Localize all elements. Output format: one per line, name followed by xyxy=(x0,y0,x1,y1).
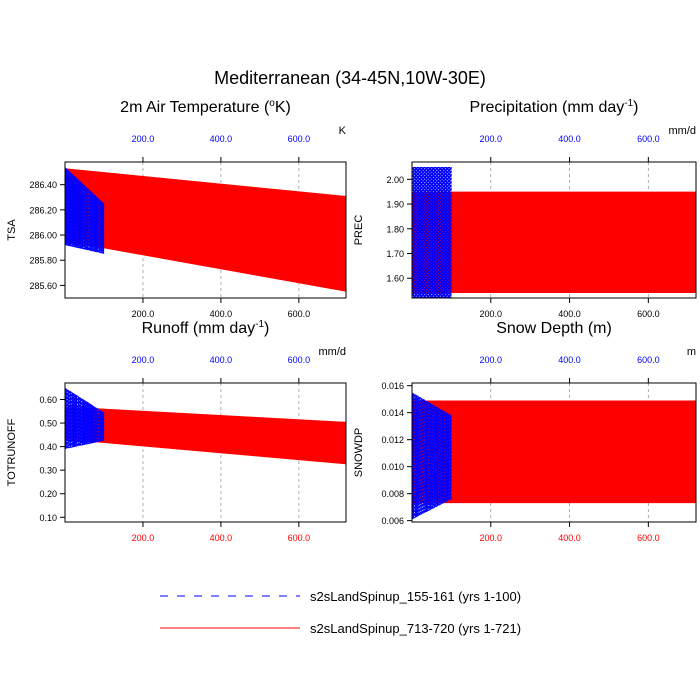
series-line-red xyxy=(412,400,696,504)
x-tick-label-bottom: 600.0 xyxy=(637,309,660,319)
panel-title-main: 2m Air Temperature ( xyxy=(120,99,270,116)
x-tick-label-bottom: 200.0 xyxy=(480,533,503,543)
series-group xyxy=(412,166,696,298)
series-line-blue xyxy=(65,167,105,254)
panel-title: Runoff (mm day-1) xyxy=(142,319,270,337)
units-label: mm/d xyxy=(319,346,347,358)
y-tick-label: 1.60 xyxy=(386,274,404,284)
panel-totrunoff: Runoff (mm day-1) mm/d TOTRUNOFF 0.10 0.20 0.… xyxy=(6,319,347,543)
x-tick-label-top: 400.0 xyxy=(558,134,581,144)
series-group xyxy=(412,392,696,520)
x-tick-label-top: 400.0 xyxy=(210,355,233,365)
y-tick-label: 0.016 xyxy=(381,381,404,391)
x-tick-label-bottom: 200.0 xyxy=(132,309,155,319)
units-label: m xyxy=(687,346,696,358)
y-tick-label: 2.00 xyxy=(386,175,404,185)
x-tick-label-top: 400.0 xyxy=(558,355,581,365)
x-tick-label-top: 200.0 xyxy=(480,134,503,144)
y-tick-label: 0.006 xyxy=(381,516,404,526)
x-tick-label-bottom: 400.0 xyxy=(558,309,581,319)
x-tick-label-bottom: 200.0 xyxy=(132,533,155,543)
x-tick-label-top: 200.0 xyxy=(132,355,155,365)
y-tick-label: 0.40 xyxy=(39,442,57,452)
x-tick-label-top: 400.0 xyxy=(210,134,233,144)
y-tick-label: 0.20 xyxy=(39,489,57,499)
panels-group: 2m Air Temperature (oK) K TSA 285.60 285.80 2… xyxy=(6,98,697,543)
panel-title-superscript: -1 xyxy=(255,319,264,330)
y-tick-label: 1.80 xyxy=(386,224,404,234)
x-tick-label-top: 600.0 xyxy=(288,134,311,144)
series-line-red xyxy=(65,406,346,465)
legend-label: s2sLandSpinup_155-161 (yrs 1-100) xyxy=(310,589,521,604)
x-tick-label-top: 600.0 xyxy=(637,355,660,365)
series-group xyxy=(65,167,346,292)
y-tick-label: 286.40 xyxy=(29,180,57,190)
y-tick-label: 0.010 xyxy=(381,462,404,472)
y-tick-label: 0.10 xyxy=(39,513,57,523)
units-label: mm/d xyxy=(669,125,697,137)
y-tick-label: 0.50 xyxy=(39,419,57,429)
panel-title: Snow Depth (m) xyxy=(496,320,612,337)
panel-title-superscript: -1 xyxy=(624,98,633,109)
figure-title: Mediterranean (34-45N,10W-30E) xyxy=(214,68,486,88)
y-axis-label: TSA xyxy=(6,219,18,241)
series-line-blue xyxy=(412,166,452,298)
panel-prec: Precipitation (mm day-1) mm/d PREC 1.60 1.70… xyxy=(353,98,697,319)
x-tick-label-bottom: 600.0 xyxy=(637,533,660,543)
x-tick-label-top: 600.0 xyxy=(637,134,660,144)
panel-title-end: ) xyxy=(264,320,269,337)
y-tick-label: 286.00 xyxy=(29,231,57,241)
legend: s2sLandSpinup_155-161 (yrs 1-100) s2sLand… xyxy=(160,589,521,636)
panel-title-main: Precipitation (mm day xyxy=(470,99,625,116)
x-tick-label-bottom: 600.0 xyxy=(288,533,311,543)
y-tick-label: 0.014 xyxy=(381,408,404,418)
y-tick-label: 1.90 xyxy=(386,200,404,210)
x-tick-label-top: 600.0 xyxy=(288,355,311,365)
series-line-red xyxy=(65,168,346,292)
panel-tsa: 2m Air Temperature (oK) K TSA 285.60 285.80 2… xyxy=(6,98,347,319)
x-tick-label-bottom: 400.0 xyxy=(558,533,581,543)
panel-title: Precipitation (mm day-1) xyxy=(470,98,639,116)
x-tick-label-top: 200.0 xyxy=(132,134,155,144)
y-tick-label: 0.60 xyxy=(39,395,57,405)
units-label: K xyxy=(339,125,347,137)
y-tick-label: 0.30 xyxy=(39,466,57,476)
y-axis-label: TOTRUNOFF xyxy=(6,418,18,486)
y-tick-label: 286.20 xyxy=(29,205,57,215)
x-tick-label-bottom: 600.0 xyxy=(288,309,311,319)
plot-frame xyxy=(411,161,697,299)
y-axis-label: SNOWDP xyxy=(353,428,365,478)
plot-frame xyxy=(64,161,347,299)
legend-label: s2sLandSpinup_713-720 (yrs 1-721) xyxy=(310,621,521,636)
panel-title-main: Runoff (mm day xyxy=(142,320,256,337)
y-tick-label: 1.70 xyxy=(386,249,404,259)
panel-title: 2m Air Temperature (oK) xyxy=(120,98,291,116)
series-line-red xyxy=(412,191,696,294)
x-tick-label-top: 200.0 xyxy=(480,355,503,365)
panel-title-main: Snow Depth (m) xyxy=(496,320,612,337)
x-tick-label-bottom: 200.0 xyxy=(480,309,503,319)
x-tick-label-bottom: 400.0 xyxy=(210,533,233,543)
plot-frame xyxy=(64,382,347,523)
series-group xyxy=(65,387,346,465)
plot-frame xyxy=(411,382,697,523)
x-tick-label-bottom: 400.0 xyxy=(210,309,233,319)
panel-title-end: ) xyxy=(633,99,638,116)
panel-title-end: K) xyxy=(275,99,291,116)
series-line-blue xyxy=(412,392,452,520)
y-tick-label: 285.60 xyxy=(29,281,57,291)
y-axis-label: PREC xyxy=(353,215,365,246)
panel-snowdp: Snow Depth (m) m SNOWDP 0.006 0.008 0.010 0.01… xyxy=(353,320,697,543)
series-line-blue xyxy=(65,387,105,449)
y-tick-label: 0.012 xyxy=(381,435,404,445)
panel-title-superscript: o xyxy=(269,98,275,109)
y-tick-label: 285.80 xyxy=(29,256,57,266)
y-tick-label: 0.008 xyxy=(381,489,404,499)
